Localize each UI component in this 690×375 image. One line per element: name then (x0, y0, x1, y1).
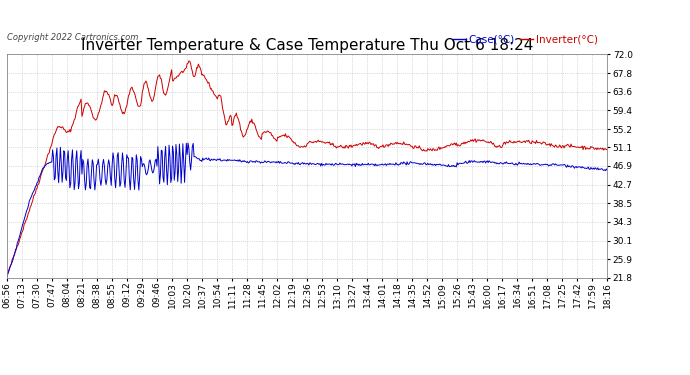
Title: Inverter Temperature & Case Temperature Thu Oct 6 18:24: Inverter Temperature & Case Temperature … (81, 38, 533, 53)
Text: Copyright 2022 Cartronics.com: Copyright 2022 Cartronics.com (7, 33, 138, 42)
Legend: Case(°C), Inverter(°C): Case(°C), Inverter(°C) (449, 31, 602, 49)
